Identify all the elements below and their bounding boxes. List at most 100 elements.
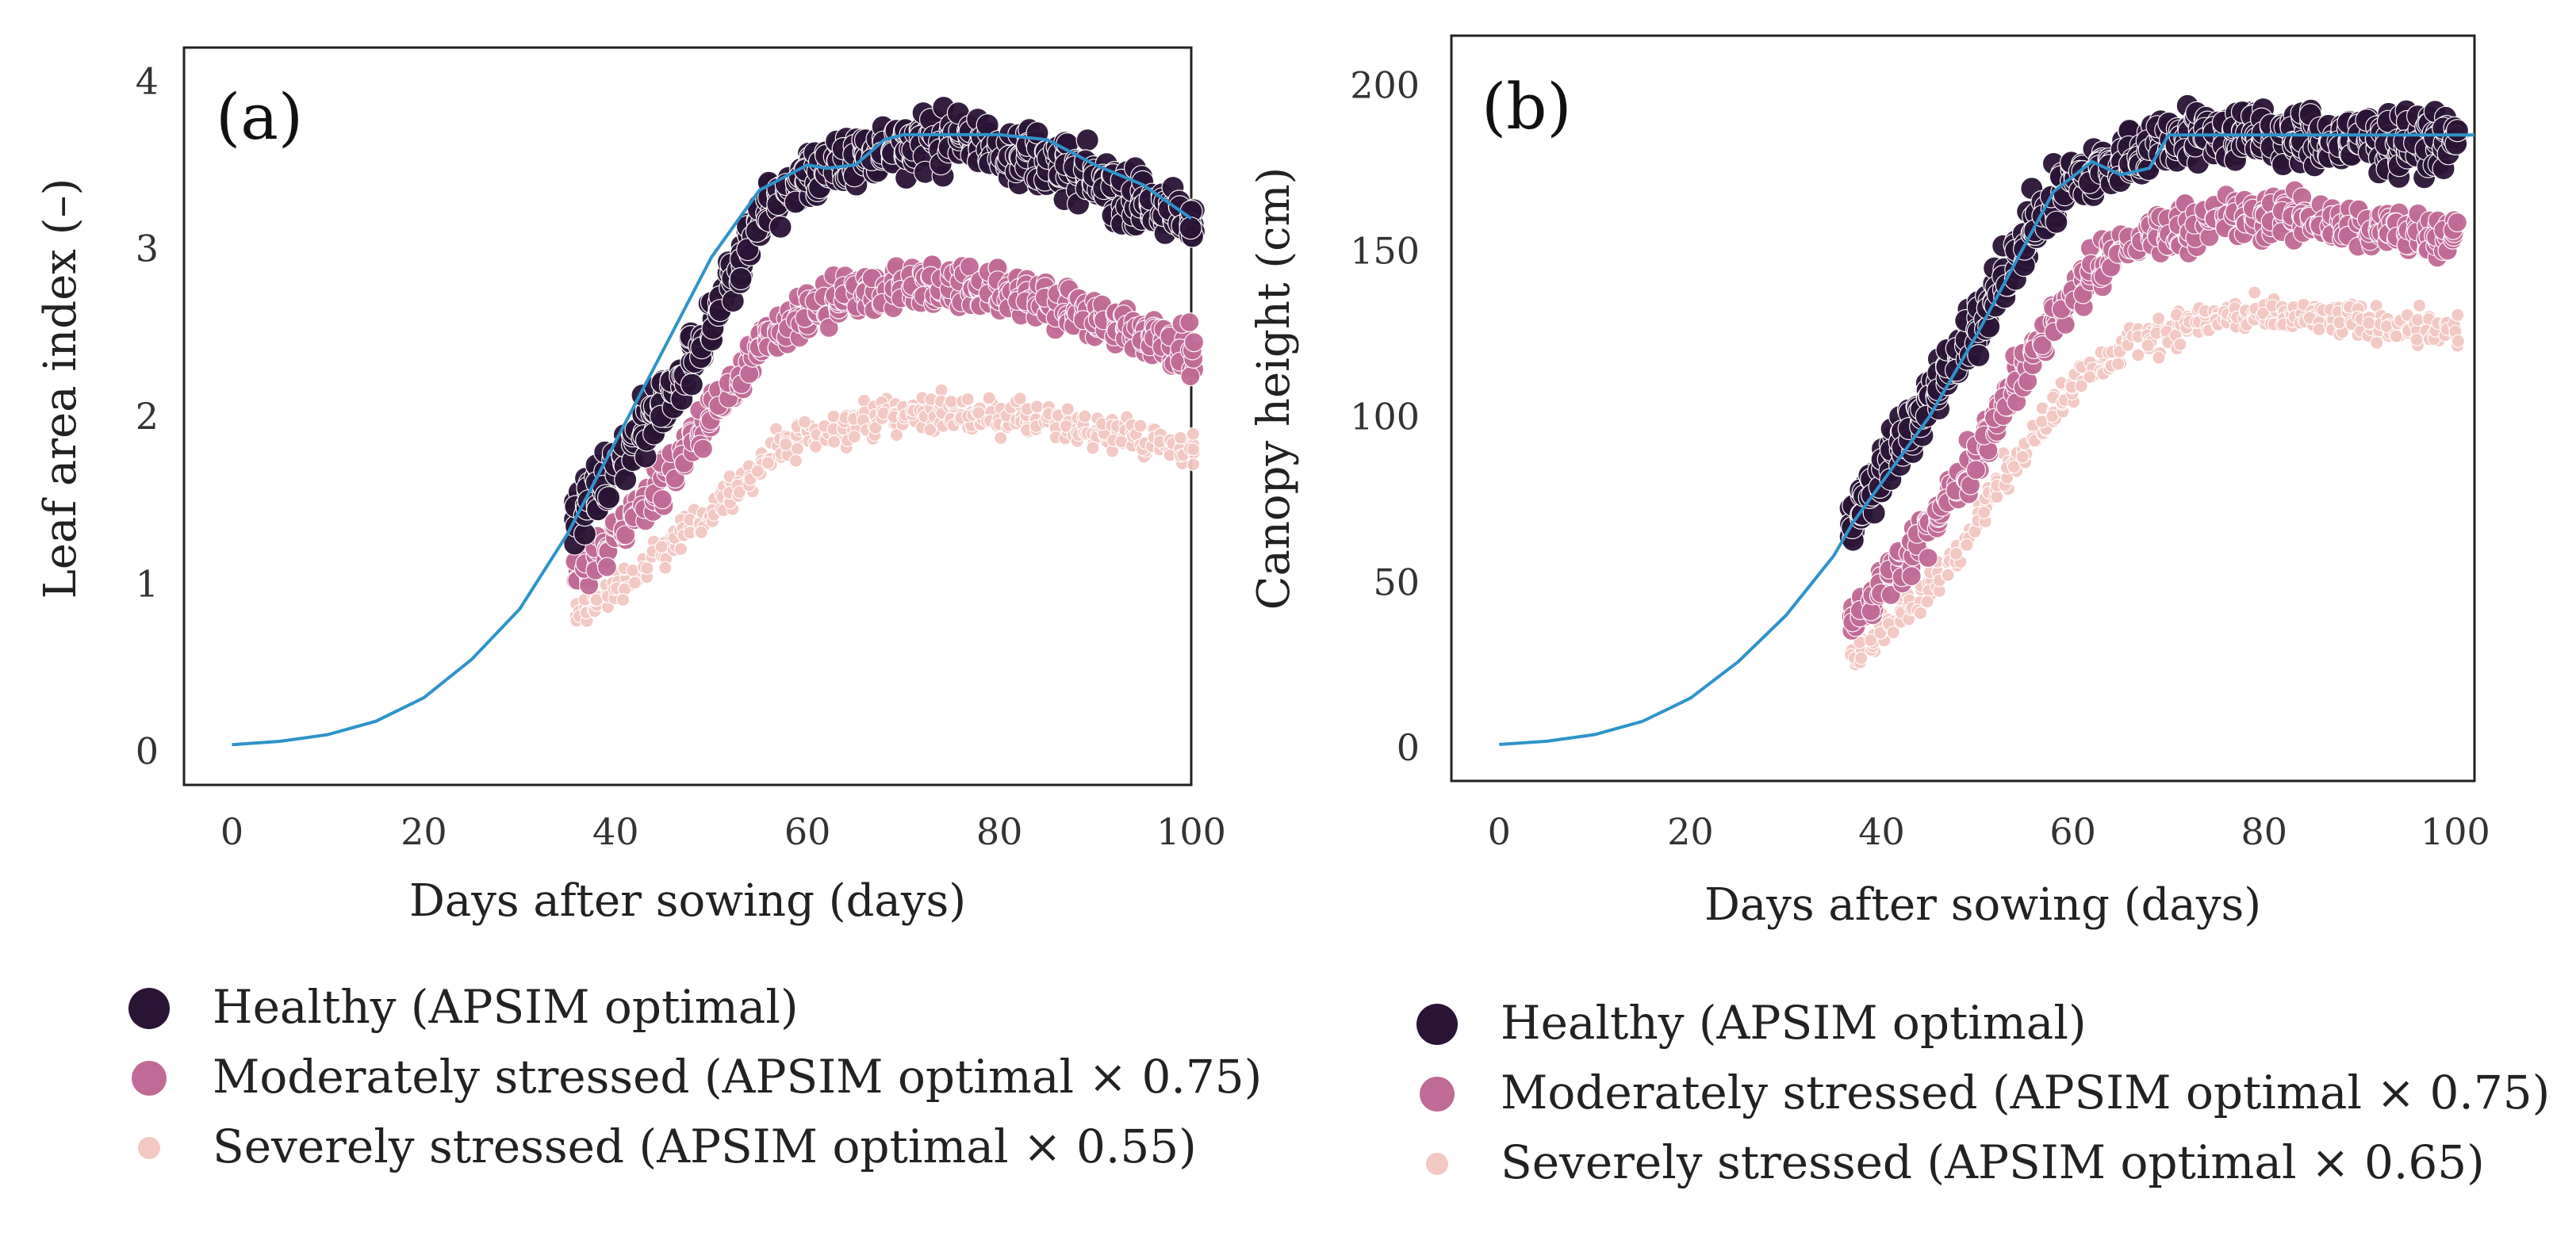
data-point	[732, 485, 747, 499]
data-point	[2074, 379, 2088, 393]
data-point	[2045, 210, 2068, 234]
data-point	[1186, 442, 1201, 457]
legend-marker	[128, 988, 170, 1029]
data-point	[2370, 335, 2384, 350]
data-point	[2256, 306, 2270, 320]
data-point	[1967, 343, 1991, 368]
data-point	[658, 561, 673, 575]
legend-marker	[1426, 1153, 1448, 1175]
data-point	[2447, 212, 2467, 233]
data-point	[2111, 357, 2126, 371]
data-point	[818, 317, 839, 338]
data-point	[1918, 547, 1938, 568]
legend-marker	[1420, 1077, 1455, 1112]
data-point	[847, 430, 861, 444]
data-point	[1960, 538, 1974, 552]
y-tick-label: 50	[1373, 561, 1420, 603]
data-point	[944, 394, 958, 409]
data-point	[680, 373, 704, 396]
y-tick-label: 3	[136, 228, 159, 270]
data-point	[1186, 427, 1200, 441]
x-tick-label: 60	[2049, 810, 2096, 853]
data-point	[889, 428, 904, 442]
data-point	[652, 489, 673, 510]
chart-panel-b: (b) 0 50 100 150 200 0 20 40 60 80 100 Days after…	[1248, 34, 2550, 1189]
data-point	[1977, 505, 1991, 520]
x-tick-label: 80	[976, 810, 1023, 853]
x-tick-label: 40	[1858, 810, 1905, 853]
data-point	[750, 464, 765, 479]
legend-marker	[138, 1137, 160, 1159]
panel-label-a: (a)	[216, 80, 303, 154]
data-point	[790, 442, 805, 456]
data-point	[761, 456, 776, 470]
data-point	[2083, 369, 2097, 385]
data-point	[1179, 216, 1202, 240]
data-point	[1990, 490, 2004, 504]
model-line	[232, 132, 1193, 747]
y-tick-label: 1	[136, 562, 159, 605]
y-tick-label: 150	[1350, 230, 1420, 273]
y-axis-title-a: Leaf area index (–)	[35, 178, 86, 599]
data-point	[694, 525, 708, 540]
data-point	[640, 561, 654, 576]
data-point	[1864, 633, 1878, 648]
data-point	[2412, 298, 2427, 312]
data-point	[1060, 402, 1075, 416]
model-line	[1499, 133, 2474, 746]
data-point	[673, 542, 688, 557]
scatter-points-b	[1838, 94, 2470, 672]
data-point	[2152, 350, 2166, 365]
model-line-group-a	[232, 132, 1193, 747]
y-tick-labels-a: 0 1 2 3 4	[136, 59, 159, 772]
data-point	[982, 391, 996, 405]
data-point	[2451, 334, 2465, 348]
data-point	[1965, 459, 1987, 480]
scatter-points-a	[562, 95, 1206, 628]
x-tick-label: 40	[592, 810, 639, 853]
data-point	[596, 557, 618, 577]
data-point	[2141, 339, 2155, 353]
data-point	[1913, 606, 1927, 621]
data-point	[1075, 128, 1099, 152]
data-point	[2409, 332, 2424, 346]
data-point	[923, 423, 937, 437]
legend-b: Healthy (APSIM optimal) Moderately stress…	[1416, 996, 2550, 1189]
legend-a: Healthy (APSIM optimal) Moderately stress…	[128, 980, 1262, 1173]
data-point	[2173, 337, 2187, 351]
data-point	[1013, 392, 1027, 406]
data-point	[615, 525, 636, 545]
data-point	[1173, 431, 1188, 445]
data-point	[960, 392, 975, 407]
data-point	[1133, 419, 1148, 433]
data-point	[797, 415, 812, 429]
data-point	[615, 592, 631, 607]
data-point	[2131, 348, 2145, 362]
data-point	[868, 420, 883, 435]
data-point	[1941, 568, 1955, 582]
y-tick-label: 200	[1350, 64, 1420, 107]
y-tick-label: 0	[136, 730, 159, 773]
data-point	[2248, 285, 2262, 300]
x-tick-label: 0	[220, 810, 243, 853]
data-point	[1179, 312, 1200, 333]
data-point	[2389, 329, 2403, 343]
data-point	[1086, 441, 1100, 455]
data-point	[779, 437, 793, 452]
data-point	[1886, 625, 1900, 640]
x-tick-label: 20	[401, 810, 447, 853]
y-tick-label: 2	[136, 395, 159, 438]
data-point	[2451, 308, 2465, 322]
legend-label: Moderately stressed (APSIM optimal × 0.7…	[1501, 1066, 2550, 1119]
x-axis-title-a: Days after sowing (days)	[409, 875, 966, 927]
y-tick-label: 4	[136, 59, 159, 102]
data-point	[692, 438, 714, 459]
data-point	[2032, 335, 2053, 356]
plot-frame-a	[182, 46, 1193, 786]
data-point	[994, 431, 1008, 446]
legend-marker	[1416, 1004, 1458, 1045]
data-point	[2152, 312, 2166, 326]
data-point	[1920, 595, 1934, 609]
data-point	[1854, 651, 1869, 665]
